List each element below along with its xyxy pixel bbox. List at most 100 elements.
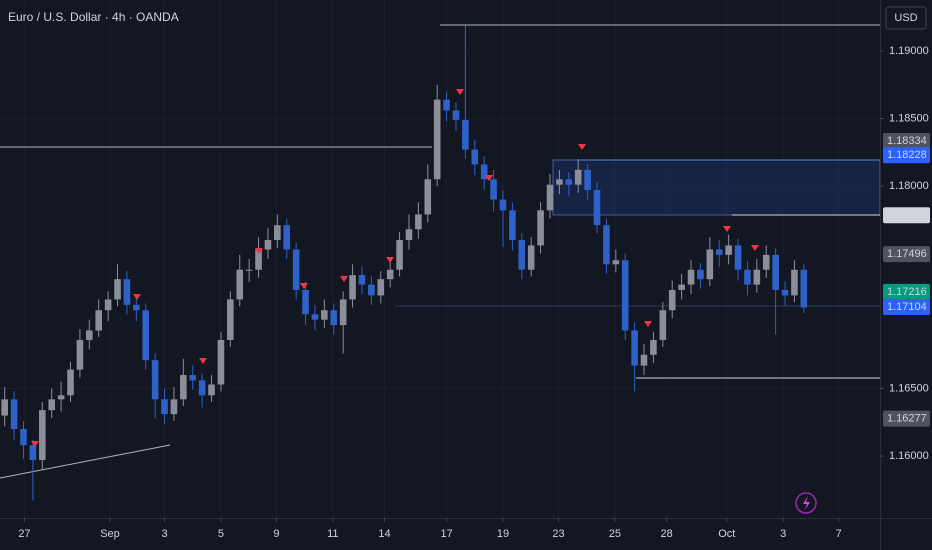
signal-arrow [578,144,586,150]
price-badge-label: 1.17104 [887,301,927,313]
candle-body [311,314,319,320]
price-badge-label: 1.17216 [887,286,927,298]
candle-body [612,260,620,265]
candle-body [1,399,8,416]
candle-body [443,99,450,111]
y-tick-label: 1.16500 [889,382,929,394]
axis-labels: 1.16000 1.16500 1.18000 1.18500 1.19000 27 Sep… [18,45,930,540]
alert-icon[interactable] [795,492,817,514]
candle-body [198,380,206,396]
candle-body [104,299,112,311]
candle-body [565,179,573,185]
candle-body [499,199,507,211]
candle-body [161,399,168,415]
candle-body [302,289,309,315]
x-tick-label: 7 [836,528,842,540]
price-badge-label: 1.17496 [887,248,927,260]
candle-body [537,210,544,246]
price-badge-label: 1.16277 [887,413,927,425]
candle-body [781,289,789,296]
candle-body [603,225,610,265]
candle-body [208,384,215,396]
y-tick-label: 1.19000 [889,45,929,57]
candle-body [142,310,150,361]
candle-body [321,310,328,320]
signal-arrow [31,441,39,447]
price-badge-label: 1.18334 [887,135,927,147]
signal-arrow [340,276,348,282]
x-tick-label: 27 [18,528,30,540]
price-badge-label: 1.17784 [887,209,927,221]
price-badge [883,147,930,164]
signal-arrow [456,89,464,95]
candle-body [556,179,563,185]
candle-body [339,299,347,326]
y-tick-label: 1.18000 [889,180,929,192]
signals [31,89,759,447]
signal-arrow [644,321,652,327]
candle-body [518,240,526,270]
candle-body [349,275,356,300]
candle-body [415,214,422,230]
x-tick-label: 3 [161,528,167,540]
candle-body [29,445,37,461]
y-tick-label: 1.16000 [889,450,929,462]
x-tick-label: Sep [100,528,120,540]
candle-body [687,269,695,285]
candle-body [546,184,554,211]
candle-body [621,260,629,331]
price-badge-label: 1.18228 [887,149,927,161]
candle-body [57,395,65,400]
candle-body [10,399,18,430]
price-badge [883,132,930,149]
candle-body [236,269,244,300]
x-tick-label: 28 [660,528,672,540]
currency-button[interactable] [885,6,927,30]
currency: USD [894,12,917,24]
candle-body [405,229,413,241]
candle-body [715,249,723,255]
candle-body [114,279,121,300]
candle-body [76,339,84,370]
candle-body [283,225,291,250]
candle-body [133,304,140,311]
x-tick-label: 5 [218,528,224,540]
chart-title: Euro / U.S. Dollar · 4h · OANDA [8,10,179,24]
candle-body [584,169,591,191]
candle-body [650,339,657,355]
price-badge [883,246,930,263]
signal-arrow [300,283,308,289]
x-tick-label: 14 [378,528,390,540]
candle-body [95,310,103,331]
price-axis [881,0,932,550]
candle-body [48,399,55,411]
candle-body [358,275,366,285]
signal-arrow [386,257,394,263]
price-badge [883,207,930,224]
candle-body [706,249,714,280]
candle-body [396,240,403,270]
candles [1,25,808,501]
x-tick-label: 17 [440,528,452,540]
candle-body [772,254,779,290]
candle-body [659,310,667,340]
candle-body [527,245,535,270]
y-tick-label: 1.18500 [889,112,929,124]
trend-line [0,444,171,479]
candle-body [509,210,516,241]
candle-body [734,245,742,270]
signal-arrow [255,248,263,254]
x-tick-label: 9 [273,528,279,540]
candle-body [227,299,234,340]
candle-body [245,269,253,271]
candle-body [217,339,225,385]
candle-body [433,99,441,180]
x-tick-label: 11 [327,528,338,540]
x-tick-label: Oct [718,528,735,540]
candle-body [800,269,808,308]
x-tick-label: 25 [609,528,621,540]
candle-body [330,310,338,326]
candle-body [151,360,159,400]
